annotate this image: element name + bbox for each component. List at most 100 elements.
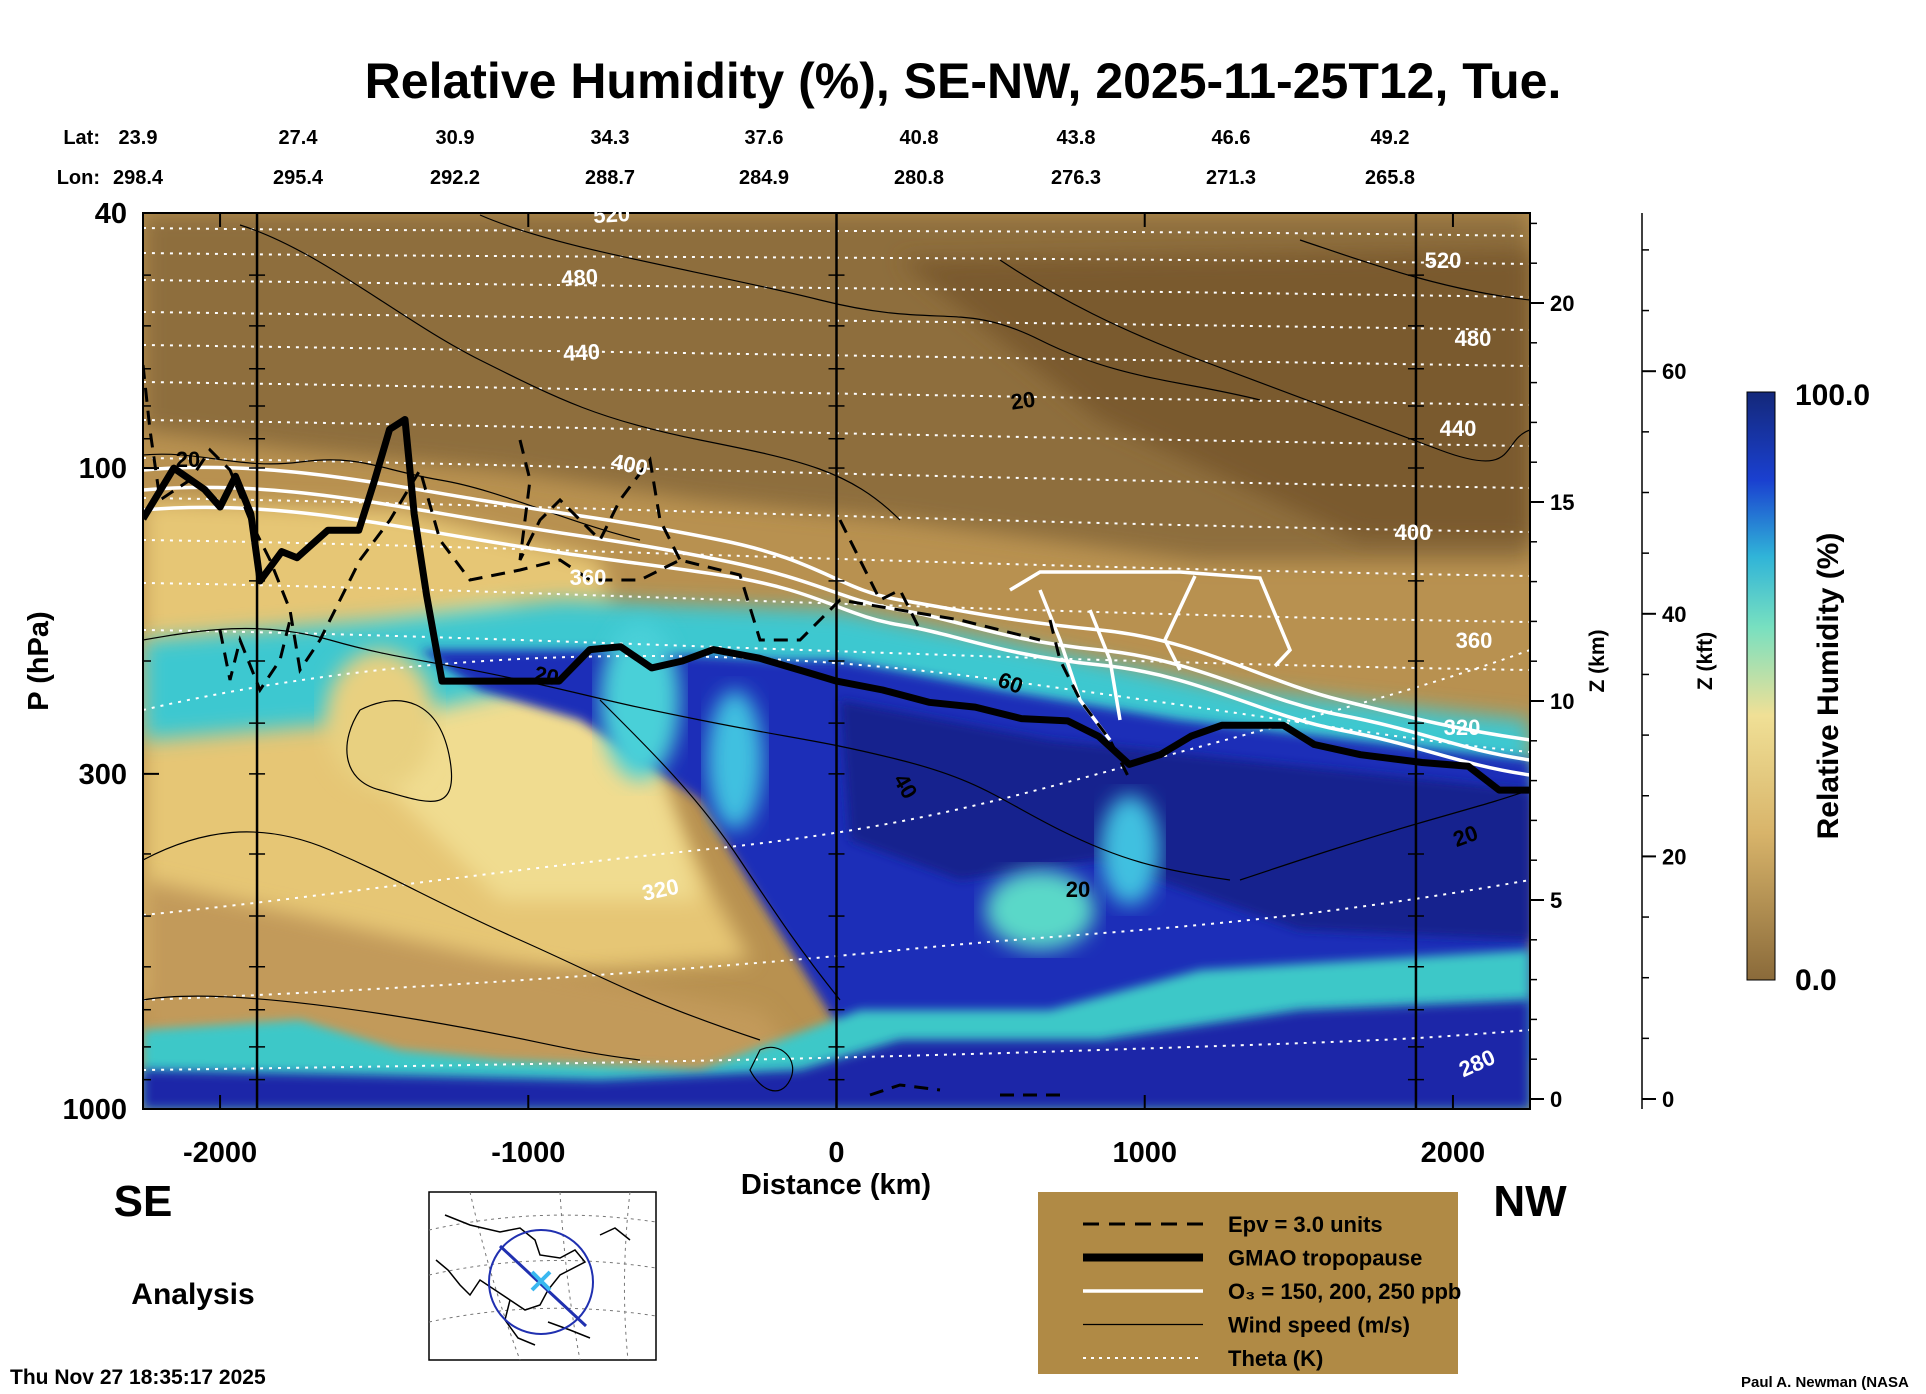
dark-upper-right — [900, 250, 1530, 540]
lon-value: 292.2 — [430, 167, 480, 189]
theta-line — [143, 539, 1530, 577]
wind-contour-label: 20 — [176, 447, 200, 472]
z-kft-tick-label: 40 — [1662, 602, 1686, 627]
theta-line — [143, 419, 1530, 447]
analysis-label: Analysis — [131, 1278, 254, 1311]
lon-value: 298.4 — [113, 167, 164, 189]
cyan-patch-4 — [1100, 795, 1160, 905]
theta-contour-label: 400 — [1395, 520, 1432, 545]
light-patch-left — [325, 650, 435, 790]
inset-map-frame — [428, 1191, 657, 1361]
wind-contour — [143, 995, 641, 1061]
inset-map — [428, 1191, 657, 1361]
lat-value: 40.8 — [900, 127, 939, 149]
theta-contour-label: 480 — [561, 264, 599, 291]
map-center-marker — [530, 1270, 552, 1292]
x-tick-label: 2000 — [1421, 1137, 1486, 1169]
map-coastlines — [435, 1214, 631, 1346]
z-km-axis: 0 5 10 15 20 — [1530, 222, 1574, 1112]
x-axis-label: Distance (km) — [741, 1169, 931, 1201]
theta-contour-label: 520 — [593, 201, 631, 228]
ozone-contour-200 — [143, 485, 1530, 762]
y-tick-label: 300 — [79, 759, 127, 791]
legend-label: Epv = 3.0 units — [1228, 1212, 1383, 1237]
nw-label: NW — [1493, 1177, 1567, 1226]
lat-value: 34.3 — [591, 127, 630, 149]
theta-line — [143, 252, 1530, 265]
theta-contour-label: 440 — [1440, 416, 1477, 441]
lon-value: 288.7 — [585, 167, 635, 189]
z-kft-label: Z (kft) — [1694, 632, 1717, 690]
lat-lon-header: 23.9 27.4 30.9 34.3 37.6 40.8 43.8 46.6 49.2 298.… — [113, 127, 1415, 189]
z-km-tick-label: 20 — [1550, 291, 1574, 316]
wind-contour — [599, 699, 841, 1001]
tropopause-line — [143, 416, 1530, 794]
contour-labels: 5204804404003603205204804404003603202802… — [176, 201, 1499, 1082]
colorbar-label: Relative Humidity (%) — [1812, 533, 1845, 840]
chart-title: Relative Humidity (%), SE-NW, 2025-11-25… — [365, 53, 1562, 109]
wind-contour — [999, 259, 1530, 462]
epv-contour-surface — [869, 1083, 1060, 1097]
z-km-tick-label: 10 — [1550, 689, 1574, 714]
section-markers — [249, 213, 1424, 1109]
wind-contour-label: 20 — [1066, 877, 1090, 902]
legend-label: Wind speed (m/s) — [1228, 1313, 1410, 1338]
x-axis: -2000 -1000 0 1000 2000 — [183, 213, 1485, 1169]
ozone-fold — [1009, 570, 1293, 742]
x-tick-label: -2000 — [183, 1137, 257, 1169]
theta-line — [143, 311, 1530, 331]
z-kft-tick-label: 60 — [1662, 359, 1686, 384]
theta-contour-label: 440 — [563, 339, 601, 366]
theta-line — [143, 582, 1530, 623]
theta-line — [143, 344, 1530, 367]
theta-line — [143, 457, 1530, 489]
surface-blue-band — [143, 1000, 1530, 1109]
theta-line — [143, 879, 1530, 1001]
y-tick-label: 100 — [79, 453, 127, 485]
theta-line — [143, 279, 1530, 298]
theta-line — [143, 629, 1530, 671]
theta-line — [143, 655, 1530, 753]
legend-label: O₃ = 150, 200, 250 ppb — [1228, 1279, 1461, 1304]
cyan-patch-3 — [985, 870, 1095, 950]
wind-contour-label: 20 — [532, 661, 561, 691]
epv-contour-4 — [218, 619, 292, 694]
epv-contour-2 — [518, 439, 682, 561]
lat-label: Lat: — [63, 127, 100, 149]
lat-value: 27.4 — [279, 127, 319, 149]
theta-line — [143, 227, 1530, 237]
colorbar-max: 100.0 — [1795, 379, 1870, 412]
deep-blue-core — [840, 700, 1530, 940]
cyan-patch-2 — [707, 690, 763, 830]
theta-contour-label: 320 — [1444, 715, 1481, 740]
x-tick-label: 1000 — [1112, 1137, 1177, 1169]
y-axis: 40 100 300 1000 — [62, 198, 159, 1126]
map-section-line — [498, 1244, 588, 1328]
y-axis-label: P (hPa) — [23, 611, 55, 710]
ozone-contours — [143, 465, 1530, 777]
lon-value: 265.8 — [1365, 167, 1415, 189]
theta-line — [143, 497, 1530, 533]
lat-value: 46.6 — [1212, 127, 1251, 149]
wind-contour-label: 20 — [1009, 386, 1037, 414]
wind-contour — [346, 700, 453, 802]
theta-contour-label: 520 — [1425, 248, 1462, 273]
z-km-tick-label: 0 — [1550, 1087, 1562, 1112]
lon-value: 295.4 — [273, 167, 324, 189]
theta-contour-label: 360 — [570, 565, 607, 590]
colorbar — [1746, 391, 1776, 981]
legend-box — [1038, 1192, 1458, 1374]
y-tick-label: 40 — [95, 198, 127, 230]
wind-contour — [749, 1046, 794, 1092]
wind-contour — [239, 224, 901, 521]
credit: Paul A. Newman (NASA — [1741, 1374, 1909, 1391]
map-graticule — [428, 1191, 657, 1361]
theta-contours — [143, 227, 1530, 1071]
z-km-label: Z (km) — [1586, 630, 1609, 693]
lat-value: 37.6 — [745, 127, 784, 149]
wind-contour — [143, 831, 761, 1041]
z-kft-tick-label: 0 — [1662, 1087, 1674, 1112]
lon-value: 280.8 — [894, 167, 944, 189]
lon-label: Lon: — [57, 167, 100, 189]
